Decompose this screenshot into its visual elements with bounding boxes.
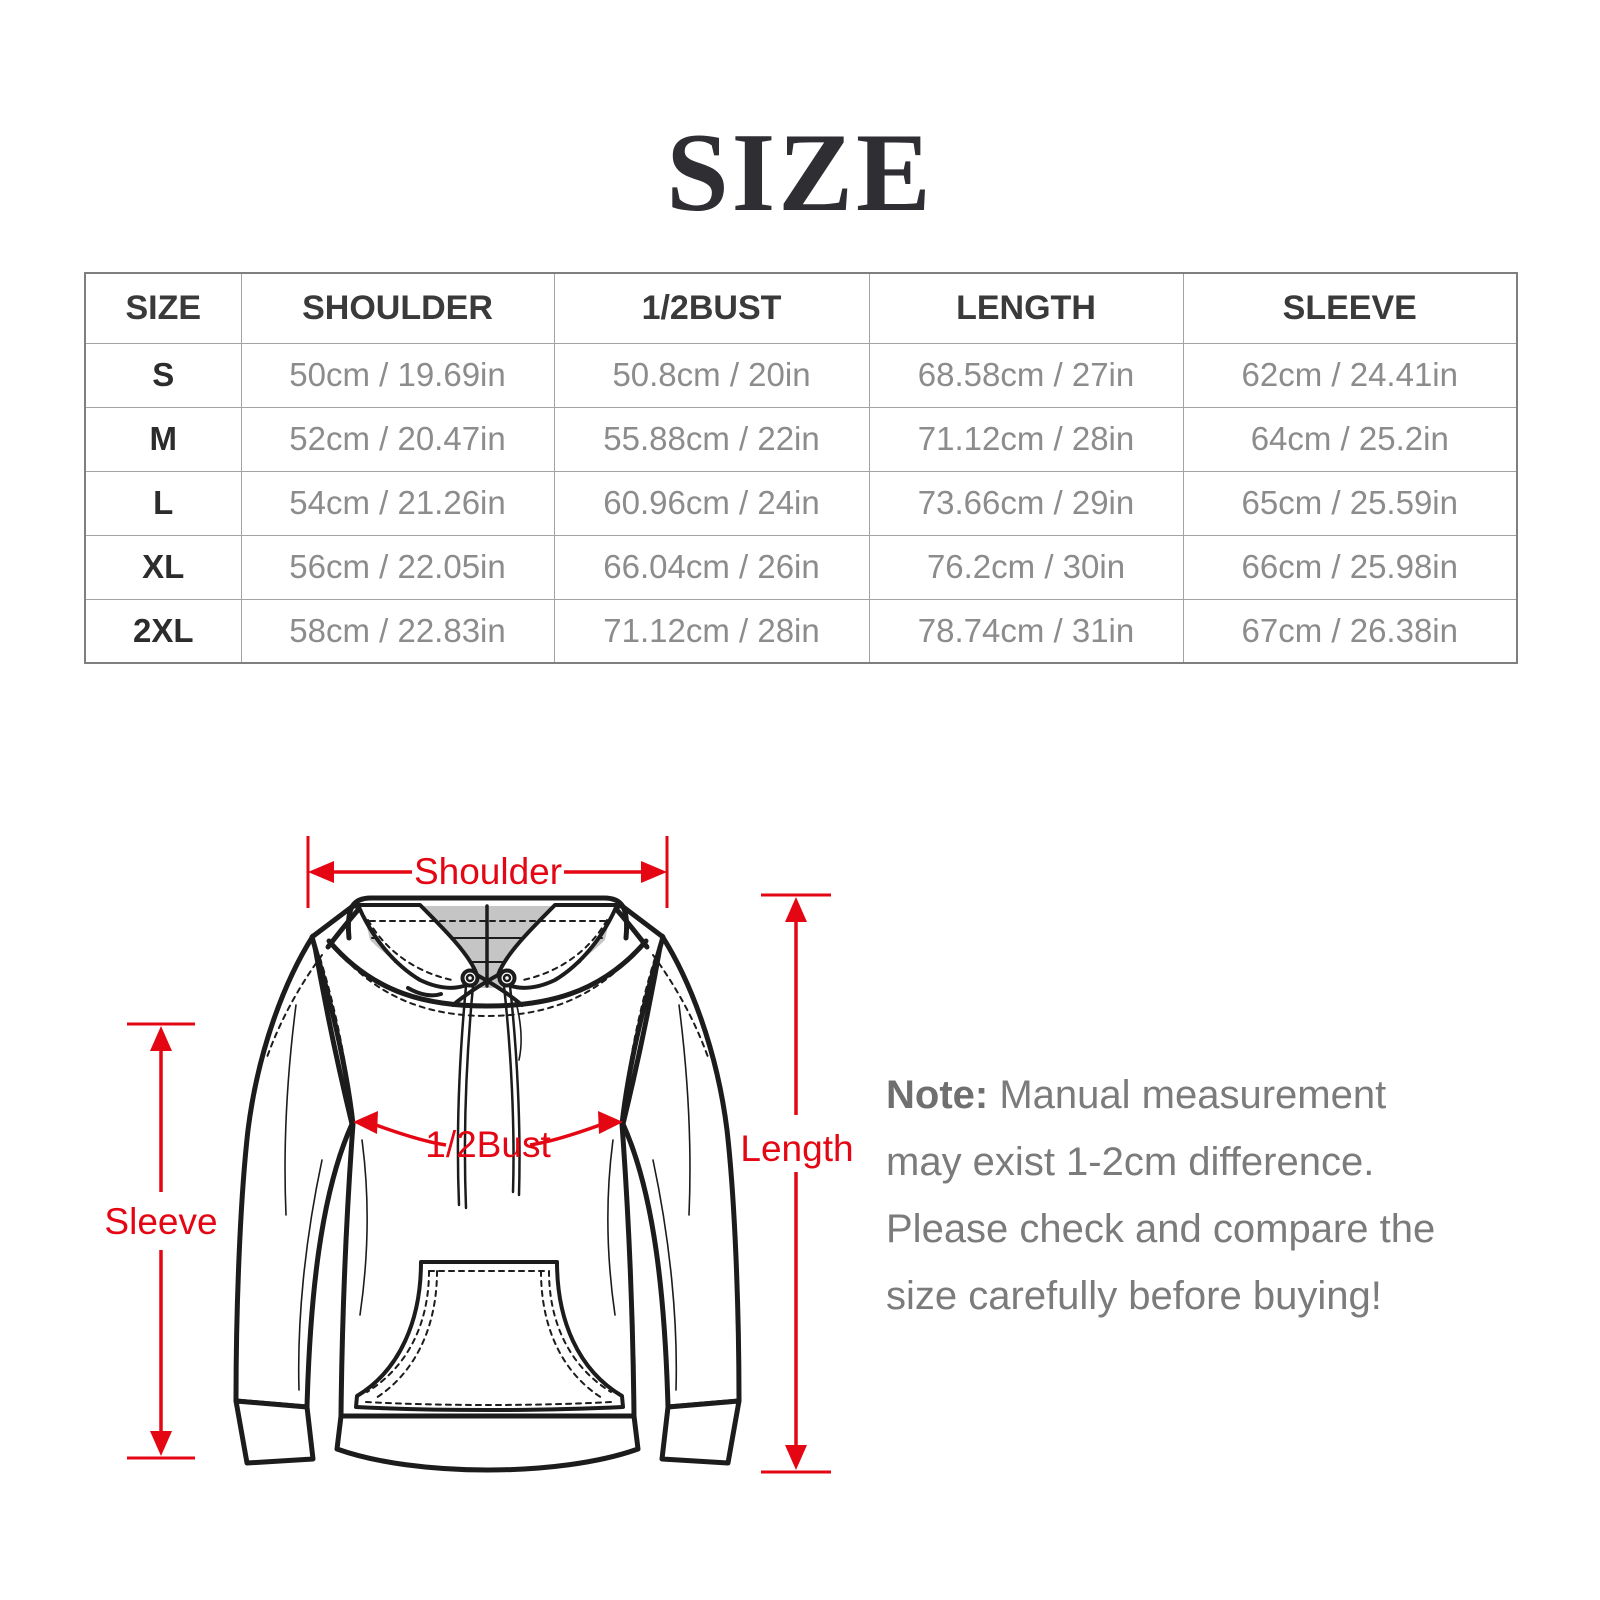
col-header-shoulder: SHOULDER [240, 272, 555, 344]
cell-length: 71.12cm / 28in [868, 406, 1184, 472]
col-header-size: SIZE [84, 272, 242, 344]
cell-sleeve: 65cm / 25.59in [1182, 470, 1518, 536]
right-hood-fold [496, 903, 619, 990]
left-cuff [233, 1398, 316, 1466]
hood-interior [362, 906, 612, 988]
measurement-note: Note: Manual measurement may exist 1-2cm… [886, 1062, 1472, 1330]
cell-shoulder: 50cm / 19.69in [240, 342, 555, 408]
note-prefix: Note: [886, 1073, 989, 1117]
col-header-length: LENGTH [868, 272, 1184, 344]
table-row: L 54cm / 21.26in 60.96cm / 24in 73.66cm … [84, 470, 1518, 536]
length-label: Length [740, 1128, 853, 1169]
right-eyelet [497, 968, 517, 988]
cell-sleeve: 64cm / 25.2in [1182, 406, 1518, 472]
sleeve-label: Sleeve [104, 1201, 217, 1242]
cell-shoulder: 56cm / 22.05in [240, 534, 555, 600]
kangaroo-pocket [354, 1260, 625, 1412]
table-header-row: SIZE SHOULDER 1/2BUST LENGTH SLEEVE [84, 272, 1518, 344]
cell-sleeve: 66cm / 25.98in [1182, 534, 1518, 600]
cell-size: M [84, 406, 242, 472]
cell-size: S [84, 342, 242, 408]
cell-size: 2XL [84, 598, 242, 664]
table-row: 2XL 58cm / 22.83in 71.12cm / 28in 78.74c… [84, 598, 1518, 664]
left-eyelet [460, 968, 480, 988]
right-sleeve [620, 933, 742, 1410]
cell-sleeve: 62cm / 24.41in [1182, 342, 1518, 408]
cell-length: 73.66cm / 29in [868, 470, 1184, 536]
table-row: M 52cm / 20.47in 55.88cm / 22in 71.12cm … [84, 406, 1518, 472]
hoodie-body [309, 903, 666, 1419]
cell-size: L [84, 470, 242, 536]
right-cuff [659, 1398, 742, 1466]
shoulder-measure: Shoulder [306, 836, 669, 908]
table-row: S 50cm / 19.69in 50.8cm / 20in 68.58cm /… [84, 342, 1518, 408]
bust-label: 1/2Bust [425, 1124, 551, 1165]
cell-shoulder: 52cm / 20.47in [240, 406, 555, 472]
hoodie-drawing [233, 893, 742, 1473]
left-drawstring [456, 984, 468, 1207]
left-hood-fold [356, 903, 479, 990]
cell-shoulder: 54cm / 21.26in [240, 470, 555, 536]
cell-bust: 50.8cm / 20in [553, 342, 870, 408]
hood-band [345, 895, 630, 941]
note-body: Manual measurement may exist 1-2cm diffe… [886, 1073, 1436, 1318]
length-measure: Length [740, 893, 854, 1474]
cell-bust: 55.88cm / 22in [553, 406, 870, 472]
hem-band [334, 1413, 641, 1473]
collar [326, 893, 649, 1067]
cell-length: 68.58cm / 27in [868, 342, 1184, 408]
cell-bust: 60.96cm / 24in [553, 470, 870, 536]
cell-shoulder: 58cm / 22.83in [240, 598, 555, 664]
shoulder-label: Shoulder [414, 851, 562, 892]
left-sleeve [233, 933, 355, 1410]
cell-sleeve: 67cm / 26.38in [1182, 598, 1518, 664]
cell-length: 76.2cm / 30in [868, 534, 1184, 600]
measurement-annotations: Shoulder 1/2Bust Length [104, 836, 854, 1474]
right-drawstring [502, 984, 515, 1194]
cell-bust: 71.12cm / 28in [553, 598, 870, 664]
size-table: SIZE SHOULDER 1/2BUST LENGTH SLEEVE S 50… [84, 272, 1518, 664]
cell-size: XL [84, 534, 242, 600]
col-header-sleeve: SLEEVE [1182, 272, 1518, 344]
cell-bust: 66.04cm / 26in [553, 534, 870, 600]
bust-measure: 1/2Bust [353, 1111, 623, 1165]
table-row: XL 56cm / 22.05in 66.04cm / 26in 76.2cm … [84, 534, 1518, 600]
col-header-bust: 1/2BUST [553, 272, 870, 344]
sleeve-measure: Sleeve [104, 1022, 218, 1460]
page-title: SIZE [666, 111, 934, 235]
cell-length: 78.74cm / 31in [868, 598, 1184, 664]
